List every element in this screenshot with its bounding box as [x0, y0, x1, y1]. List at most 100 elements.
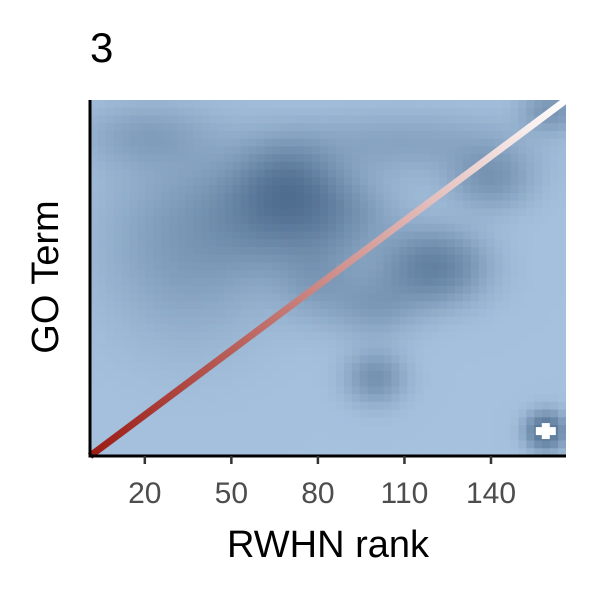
heatmap-cell [550, 262, 559, 271]
heatmap-cell [320, 394, 329, 403]
heatmap-cell [320, 130, 329, 140]
heatmap-cell [193, 239, 202, 248]
heatmap-cell [510, 308, 519, 318]
heatmap-cell [447, 339, 456, 349]
heatmap-cell [502, 324, 512, 333]
heatmap-cell [97, 107, 107, 117]
heatmap-cell [343, 409, 353, 418]
heatmap-cell [90, 177, 99, 186]
heatmap-cell [97, 115, 107, 124]
heatmap-cell [161, 100, 170, 109]
heatmap-cell [383, 247, 393, 256]
heatmap-cell [272, 347, 281, 356]
heatmap-cell [256, 169, 266, 178]
heatmap-cell [415, 394, 424, 403]
heatmap-cell [550, 339, 559, 349]
heatmap-cell [399, 185, 408, 194]
heatmap-cell [351, 208, 361, 217]
heatmap-cell [224, 332, 234, 341]
heatmap-cell [240, 161, 250, 171]
heatmap-cell [526, 200, 535, 209]
heatmap-cell [518, 216, 527, 225]
heatmap-cell [462, 185, 472, 194]
heatmap-cell [486, 239, 496, 248]
heatmap-cell [90, 425, 99, 434]
heatmap-cell [351, 262, 361, 271]
heatmap-cell [470, 138, 480, 148]
heatmap-cell [224, 123, 234, 132]
heatmap-cell [399, 138, 408, 148]
heatmap-cell [478, 378, 488, 387]
heatmap-cell [462, 293, 472, 302]
heatmap-cell [431, 115, 440, 124]
heatmap-cell [193, 115, 202, 124]
heatmap-cell [542, 332, 551, 341]
heatmap-cell [542, 239, 551, 248]
heatmap-cell [359, 448, 369, 456]
heatmap-cell [343, 115, 353, 124]
heatmap-cell [90, 169, 99, 178]
heatmap-cell [518, 347, 527, 356]
heatmap-cell [153, 231, 162, 240]
heatmap-cell [526, 425, 535, 434]
heatmap-cell [550, 308, 559, 318]
heatmap-cell [153, 154, 162, 163]
heatmap-cell [407, 347, 416, 356]
heatmap-cell [478, 208, 488, 217]
heatmap-cell [153, 161, 162, 171]
heatmap-cell [185, 401, 194, 411]
heatmap-cell [534, 185, 543, 194]
heatmap-cell [320, 301, 329, 310]
heatmap-cell [478, 386, 488, 395]
heatmap-cell [248, 324, 258, 333]
heatmap-cell [248, 169, 258, 178]
heatmap-cell [399, 332, 408, 341]
heatmap-cell [177, 130, 186, 140]
heatmap-cell [201, 316, 210, 326]
heatmap-cell [526, 440, 535, 449]
heatmap-cell [129, 355, 139, 364]
heatmap-cell [248, 231, 258, 240]
heatmap-cell [407, 200, 416, 209]
heatmap-cell [272, 216, 281, 225]
heatmap-cell [97, 239, 107, 248]
heatmap-cell [375, 308, 385, 318]
heatmap-cell [335, 115, 345, 124]
heatmap-cell [304, 417, 313, 426]
heatmap-cell [439, 138, 448, 148]
heatmap-cell [375, 100, 385, 109]
heatmap-cell [383, 200, 393, 209]
heatmap-cell [470, 177, 480, 186]
heatmap-cell [328, 347, 337, 356]
heatmap-cell [248, 223, 258, 233]
heatmap-cell [391, 247, 400, 256]
heatmap-cell [542, 339, 551, 349]
heatmap-cell [304, 394, 313, 403]
heatmap-cell [216, 146, 226, 155]
heatmap-cell [328, 308, 337, 318]
heatmap-cell [320, 308, 329, 318]
heatmap-cell [264, 138, 274, 148]
heatmap-cell [494, 192, 504, 202]
heatmap-cell [542, 308, 551, 318]
heatmap-cell [383, 355, 393, 364]
heatmap-cell [201, 355, 210, 364]
heatmap-cell [328, 192, 337, 202]
heatmap-cell [161, 386, 170, 395]
heatmap-cell [542, 270, 551, 279]
heatmap-cell [423, 370, 432, 380]
heatmap-cell [201, 293, 210, 302]
heatmap-cell [113, 301, 123, 310]
heatmap-cell [137, 347, 147, 356]
heatmap-cell [399, 123, 408, 132]
heatmap-cell [129, 363, 139, 372]
heatmap-cell [201, 216, 210, 225]
heatmap-cell [272, 386, 281, 395]
heatmap-cell [105, 161, 115, 171]
heatmap-cell [153, 386, 162, 395]
heatmap-cell [415, 100, 424, 109]
heatmap-cell [494, 432, 504, 442]
heatmap-cell [209, 293, 218, 302]
heatmap-cell [407, 386, 416, 395]
heatmap-cell [391, 192, 400, 202]
